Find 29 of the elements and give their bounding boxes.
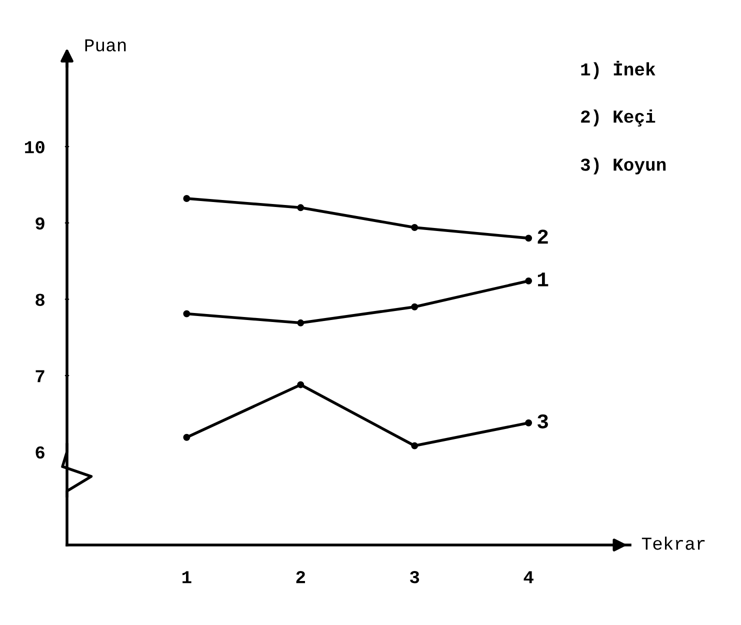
x-tick-label: 4: [524, 571, 534, 584]
point: [525, 419, 532, 426]
y-tick-label: 10: [25, 141, 44, 154]
point: [411, 442, 418, 450]
point: [297, 381, 304, 388]
series-label: 2: [538, 230, 548, 244]
x-tick-label: 3: [410, 571, 420, 584]
x-tick-label: 2: [296, 571, 305, 584]
y-axis-title: Puan: [85, 39, 126, 52]
x-tick-label: 1: [182, 571, 192, 584]
annotation: 2) Keçi: [581, 109, 656, 127]
point: [297, 204, 304, 212]
annotation: 3) Koyun: [580, 158, 666, 174]
point: [525, 234, 532, 242]
point: [183, 195, 190, 202]
y-tick-label: 6: [36, 446, 44, 459]
point: [183, 310, 190, 318]
y-tick-label: 9: [36, 217, 44, 230]
point: [297, 319, 304, 326]
point: [525, 277, 532, 284]
point: [411, 303, 418, 310]
series-label: 1: [538, 272, 548, 286]
x-axis-title: Tekrar: [642, 536, 705, 550]
point: [411, 224, 418, 231]
series-label: 3: [537, 414, 548, 429]
y-tick-label: 7: [36, 370, 44, 382]
annotation: 1) İnek: [581, 60, 656, 80]
point: [183, 434, 190, 441]
y-tick-label: 8: [36, 294, 45, 306]
